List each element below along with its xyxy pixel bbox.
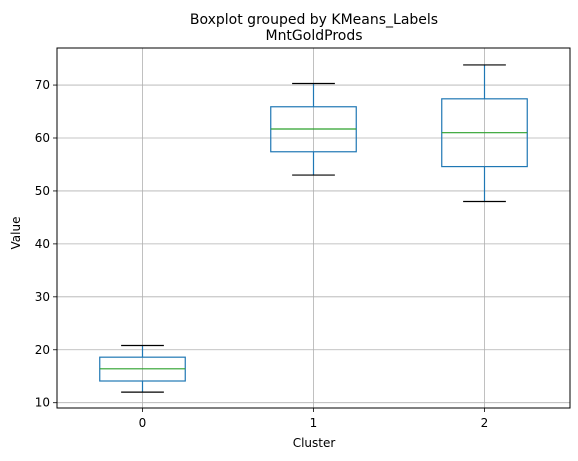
y-tick-label: 20 [35, 343, 50, 357]
y-tick-label: 70 [35, 78, 50, 92]
y-tick-label: 30 [35, 290, 50, 304]
x-tick-label: 1 [310, 416, 318, 430]
box-cluster-0 [99, 344, 186, 393]
y-tick-label: 60 [35, 131, 50, 145]
y-tick-label: 10 [35, 396, 50, 410]
boxes [99, 64, 528, 393]
box-cluster-1 [270, 82, 357, 176]
axis-ticks: 10 20 30 40 50 60 70 0 1 2 [35, 78, 489, 430]
y-tick-label: 50 [35, 184, 50, 198]
y-axis-label: Value [9, 217, 23, 250]
x-tick-label: 0 [139, 416, 147, 430]
x-axis-label: Cluster [293, 436, 336, 450]
box-cluster-2 [441, 64, 528, 203]
chart-title: MntGoldProds [265, 28, 362, 44]
chart-suptitle: Boxplot grouped by KMeans_Labels [190, 12, 438, 28]
x-tick-label: 2 [481, 416, 489, 430]
y-tick-label: 40 [35, 237, 50, 251]
